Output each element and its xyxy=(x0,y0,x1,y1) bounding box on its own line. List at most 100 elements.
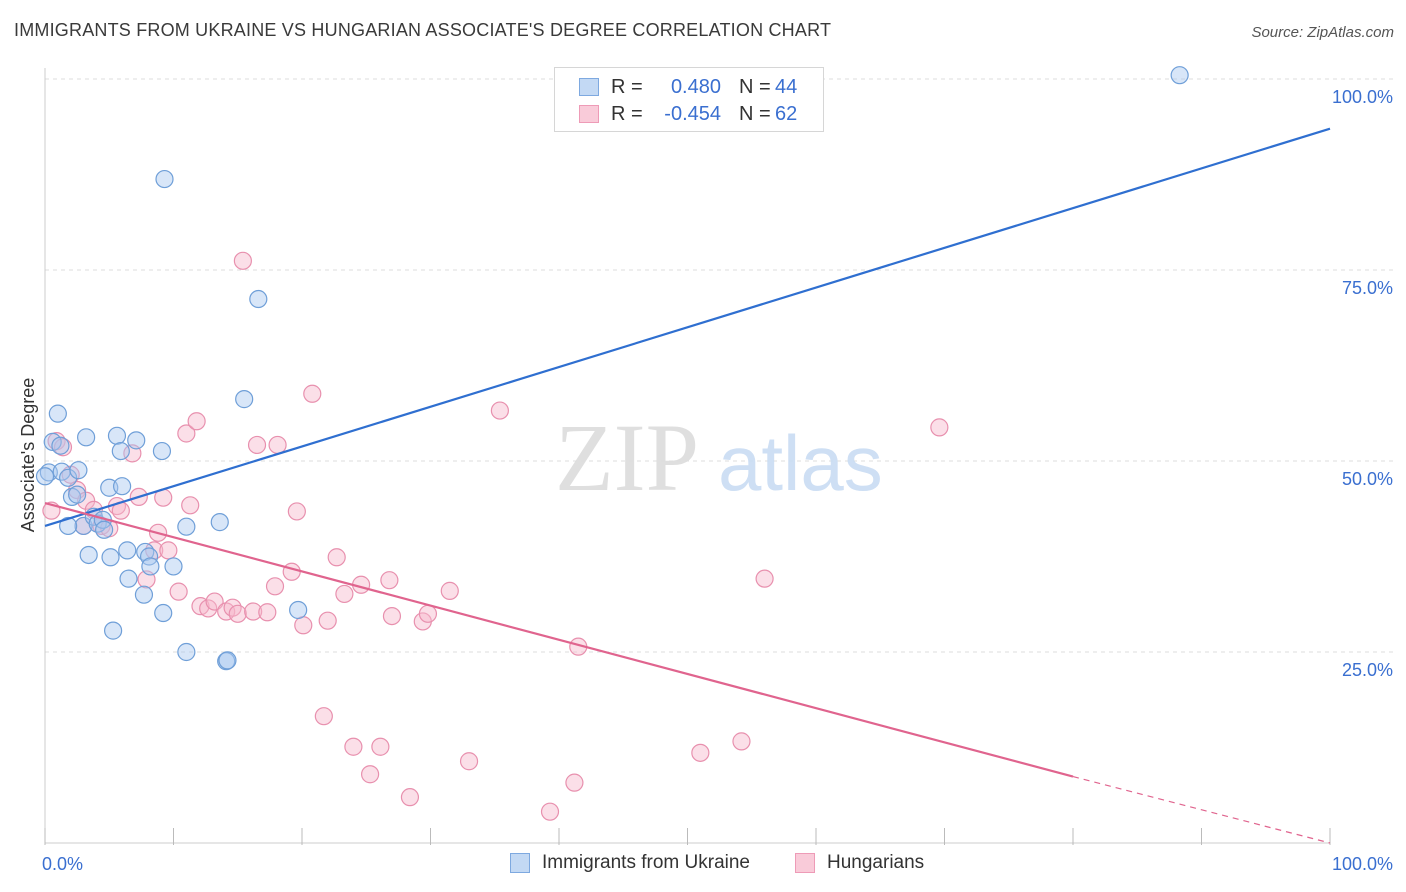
data-point xyxy=(400,788,420,807)
data-point xyxy=(59,468,78,487)
data-point xyxy=(217,652,236,671)
ukraine-swatch xyxy=(510,853,530,873)
data-point xyxy=(155,169,174,189)
data-point xyxy=(111,441,130,461)
data-point xyxy=(294,616,313,635)
data-point xyxy=(74,516,93,536)
data-point xyxy=(181,496,200,515)
r-value: 0.480 xyxy=(670,75,721,98)
data-point xyxy=(104,621,123,640)
data-point xyxy=(565,773,584,792)
r-label: R = xyxy=(611,102,643,125)
data-point xyxy=(344,737,363,756)
data-point xyxy=(119,569,138,588)
data-point xyxy=(249,289,268,309)
data-point xyxy=(361,765,380,784)
ukraine-swatch xyxy=(579,78,599,96)
data-point xyxy=(205,592,224,611)
legend-label-hungarians: Hungarians xyxy=(827,852,925,873)
data-point xyxy=(77,428,96,447)
data-point xyxy=(233,251,252,270)
data-point xyxy=(371,737,390,756)
stats-row-ukraine: R = 0.480 N = 44 xyxy=(579,74,797,100)
watermark-zip: ZIP xyxy=(555,404,699,511)
data-point xyxy=(244,602,263,621)
data-point xyxy=(154,603,173,623)
r-value: -0.454 xyxy=(664,102,721,125)
trend-line-hungarians xyxy=(44,501,1074,778)
data-point xyxy=(164,557,183,576)
trend-line-ukraine xyxy=(44,127,1331,527)
data-point xyxy=(118,541,137,560)
grid-lines xyxy=(45,78,1395,653)
trend-line-hungarians-extension xyxy=(1072,775,1331,844)
r-label: R = xyxy=(611,75,643,98)
data-point xyxy=(134,585,154,604)
data-point xyxy=(314,707,333,726)
data-point xyxy=(440,581,459,600)
data-point xyxy=(327,548,346,567)
stats-row-hungarians: R = -0.454 N = 62 xyxy=(579,101,797,127)
data-point xyxy=(69,461,88,480)
data-point xyxy=(107,426,127,445)
data-point xyxy=(268,435,287,455)
data-point xyxy=(540,802,560,821)
data-point xyxy=(79,545,98,565)
data-point xyxy=(187,412,206,431)
data-point xyxy=(51,436,70,455)
source-label: Source: ZipAtlas.com xyxy=(1251,24,1394,41)
data-point xyxy=(169,582,188,601)
y-axis-label: Associate's Degree xyxy=(18,378,38,533)
watermark: ZIP atlas xyxy=(555,404,883,511)
data-point xyxy=(235,390,254,409)
data-point xyxy=(199,599,218,618)
y-tick-label: 50.0% xyxy=(1342,469,1393,489)
data-point xyxy=(691,743,710,762)
y-tick-label: 75.0% xyxy=(1342,278,1393,298)
data-point xyxy=(318,611,337,630)
legend-item-ukraine[interactable]: Immigrants from Ukraine xyxy=(510,852,750,874)
data-point xyxy=(177,642,196,662)
data-point xyxy=(59,516,78,536)
data-point xyxy=(382,606,402,626)
trend-lines xyxy=(44,127,1331,844)
data-point xyxy=(265,577,285,596)
data-point xyxy=(177,424,196,443)
legend-item-hungarians[interactable]: Hungarians xyxy=(795,852,924,874)
data-point xyxy=(247,435,267,455)
data-point xyxy=(732,732,751,751)
data-point xyxy=(380,571,399,590)
data-point xyxy=(218,651,237,670)
data-point xyxy=(95,520,114,539)
n-label: N = xyxy=(739,102,771,125)
stats-legend: R = 0.480 N = 44 R = -0.454 N = 62 xyxy=(554,67,824,132)
data-point xyxy=(77,491,96,510)
data-point xyxy=(287,502,306,521)
hungarians-swatch xyxy=(795,853,815,873)
data-point xyxy=(289,600,308,620)
data-point xyxy=(1170,66,1189,85)
watermark-atlas: atlas xyxy=(718,419,883,507)
data-point xyxy=(141,557,160,576)
data-point xyxy=(35,467,55,486)
data-point xyxy=(210,513,229,532)
data-point xyxy=(48,404,67,423)
data-point xyxy=(490,401,509,420)
legend-label-ukraine: Immigrants from Ukraine xyxy=(542,852,750,873)
data-point xyxy=(228,604,247,623)
y-tick-label: 25.0% xyxy=(1342,660,1393,680)
data-point xyxy=(68,485,87,504)
hungarians-points xyxy=(42,251,949,821)
y-tick-label: 100.0% xyxy=(1332,87,1393,107)
data-point xyxy=(127,431,146,450)
axes xyxy=(44,68,1331,845)
data-point xyxy=(459,752,479,771)
data-point xyxy=(258,603,277,622)
tick-labels: 25.0% 50.0% 75.0% 100.0% 0.0% 100.0% xyxy=(42,87,1393,874)
data-point xyxy=(335,584,354,604)
data-point xyxy=(303,384,322,403)
data-point xyxy=(755,569,774,588)
data-point xyxy=(282,562,301,581)
ukraine-points xyxy=(35,66,1189,671)
